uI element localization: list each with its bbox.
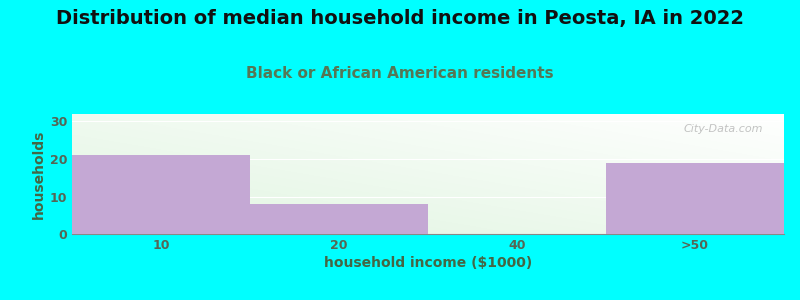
- Text: Black or African American residents: Black or African American residents: [246, 66, 554, 81]
- Text: Distribution of median household income in Peosta, IA in 2022: Distribution of median household income …: [56, 9, 744, 28]
- Text: City-Data.com: City-Data.com: [683, 124, 762, 134]
- X-axis label: household income ($1000): household income ($1000): [324, 256, 532, 270]
- Bar: [72, 155, 250, 234]
- Bar: [606, 163, 784, 234]
- Y-axis label: households: households: [31, 129, 46, 219]
- Bar: [250, 204, 428, 234]
